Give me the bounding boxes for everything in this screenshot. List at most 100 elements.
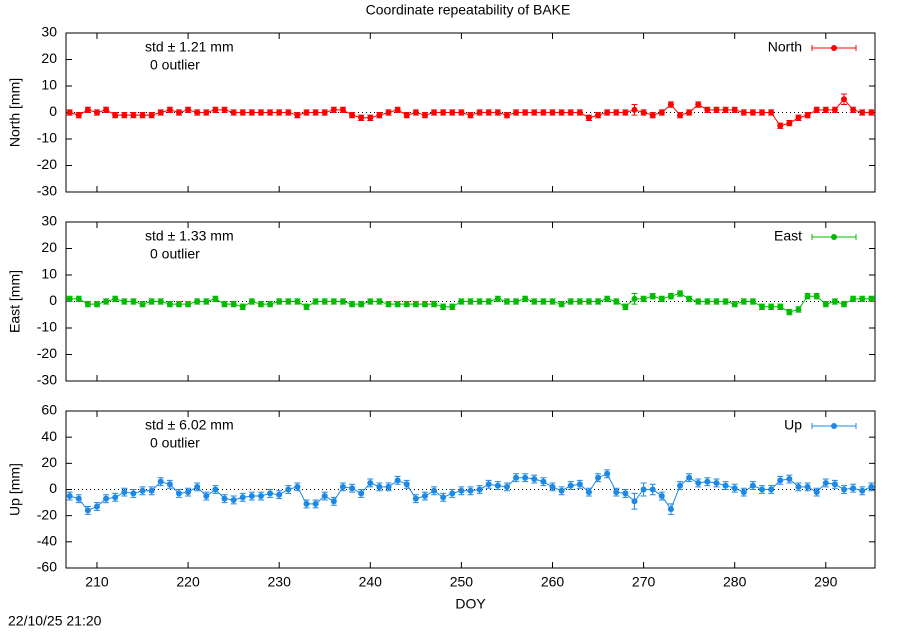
- point: [467, 112, 474, 119]
- point: [440, 303, 447, 310]
- point: [567, 109, 574, 116]
- point: [440, 109, 447, 116]
- point: [121, 112, 128, 119]
- point: [412, 109, 419, 116]
- point: [121, 298, 128, 305]
- y-tick-label: 60: [41, 402, 57, 418]
- y-tick-label: -10: [37, 130, 57, 146]
- point: [777, 303, 784, 310]
- x-tick-label: 290: [814, 574, 838, 590]
- point: [677, 290, 684, 297]
- point: [376, 112, 383, 119]
- y-tick-label: -10: [37, 319, 57, 335]
- point: [485, 298, 492, 305]
- point: [822, 301, 829, 308]
- x-axis-label: DOY: [455, 596, 486, 612]
- point: [285, 109, 292, 116]
- y-axis-label: East [mm]: [7, 270, 23, 333]
- x-tick-label: 230: [268, 574, 292, 590]
- point: [130, 490, 137, 497]
- annotation: std ± 1.21 mm: [145, 39, 234, 55]
- point: [203, 298, 210, 305]
- plot-frame: [65, 32, 876, 193]
- point: [148, 487, 155, 494]
- point: [795, 483, 802, 490]
- x-tick-label: 280: [723, 574, 747, 590]
- y-tick-label: -20: [37, 345, 57, 361]
- point: [431, 301, 438, 308]
- point: [813, 293, 820, 300]
- point: [130, 112, 137, 119]
- point: [640, 295, 647, 302]
- y-tick-label: 10: [41, 266, 57, 282]
- point: [740, 298, 747, 305]
- point: [704, 106, 711, 113]
- point: [868, 109, 875, 116]
- point: [112, 494, 119, 501]
- point: [868, 295, 875, 302]
- point: [549, 109, 556, 116]
- point: [649, 112, 656, 119]
- point: [476, 486, 483, 493]
- point: [494, 482, 501, 489]
- point: [194, 109, 201, 116]
- legend-label: North: [768, 39, 802, 55]
- x-tick-label: 240: [359, 574, 383, 590]
- point: [640, 109, 647, 116]
- point: [112, 295, 119, 302]
- point: [749, 298, 756, 305]
- point: [248, 493, 255, 500]
- point: [166, 106, 173, 113]
- y-tick-label: 30: [41, 213, 57, 229]
- y-axis-label: North [mm]: [7, 78, 23, 147]
- point: [103, 495, 110, 502]
- point: [822, 106, 829, 113]
- x-tick-label: 260: [541, 574, 565, 590]
- point: [303, 109, 310, 116]
- point: [522, 295, 529, 302]
- point: [768, 303, 775, 310]
- point: [667, 293, 674, 300]
- point: [194, 298, 201, 305]
- point: [576, 109, 583, 116]
- point: [239, 109, 246, 116]
- point: [230, 496, 237, 503]
- point: [321, 493, 328, 500]
- point: [84, 507, 91, 514]
- y-tick-label: 0: [49, 292, 57, 308]
- point: [549, 483, 556, 490]
- annotation: std ± 6.02 mm: [145, 417, 234, 433]
- point: [139, 112, 146, 119]
- point: [440, 494, 447, 501]
- legend-point: [831, 45, 837, 51]
- series: [66, 93, 875, 129]
- y-tick-label: -30: [37, 372, 57, 388]
- point: [850, 485, 857, 492]
- x-tick-label: 250: [450, 574, 474, 590]
- point: [358, 114, 365, 121]
- point: [130, 298, 137, 305]
- point: [412, 301, 419, 308]
- annotation: 0 outlier: [150, 246, 200, 262]
- y-tick-label: -30: [37, 183, 57, 199]
- point: [403, 481, 410, 488]
- point: [704, 298, 711, 305]
- point: [431, 109, 438, 116]
- point: [349, 301, 356, 308]
- y-axis-label: Up [mm]: [7, 463, 23, 516]
- point: [93, 301, 100, 308]
- y-tick-label: 20: [41, 454, 57, 470]
- annotation: 0 outlier: [150, 57, 200, 73]
- point: [759, 109, 766, 116]
- point: [303, 500, 310, 507]
- y-tick-label: 10: [41, 77, 57, 93]
- point: [458, 109, 465, 116]
- point: [822, 479, 829, 486]
- point: [658, 493, 665, 500]
- point: [777, 122, 784, 129]
- point: [330, 298, 337, 305]
- point: [358, 490, 365, 497]
- point: [622, 109, 629, 116]
- point: [294, 112, 301, 119]
